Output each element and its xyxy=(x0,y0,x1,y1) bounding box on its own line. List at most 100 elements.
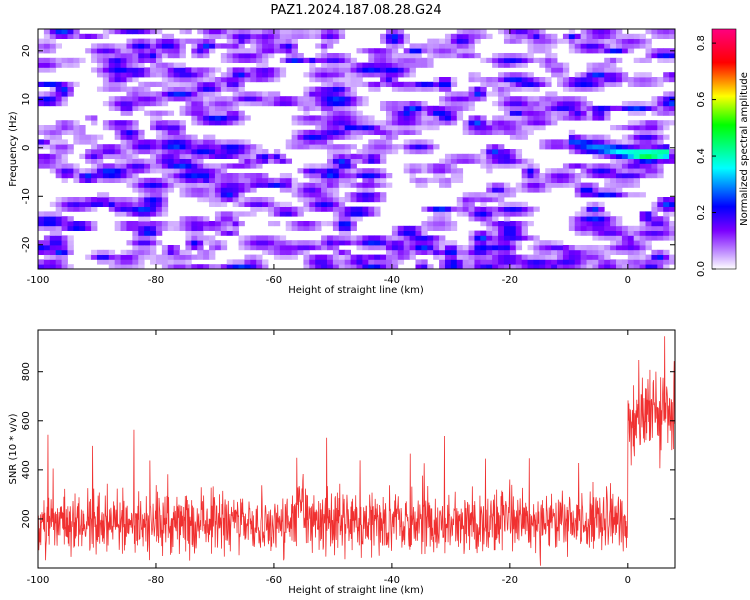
heatmap-cell xyxy=(568,38,576,44)
heatmap-cell xyxy=(79,168,86,174)
heatmap-cell xyxy=(350,125,357,131)
heatmap-cell xyxy=(592,67,599,73)
heatmap-cell xyxy=(557,249,564,255)
heatmap-cell xyxy=(421,81,428,87)
heatmap-cell xyxy=(321,192,328,198)
heatmap-cell xyxy=(568,254,576,260)
heatmap-cell xyxy=(114,86,121,92)
heatmap-cell xyxy=(167,259,175,265)
heatmap-cell xyxy=(503,240,511,246)
heatmap-cell xyxy=(604,177,611,183)
heatmap-cell xyxy=(167,43,175,49)
heatmap-cell xyxy=(179,129,186,135)
heatmap-cell xyxy=(356,235,363,241)
heatmap-cell xyxy=(161,225,169,231)
heatmap-cell xyxy=(73,125,80,131)
heatmap-cell xyxy=(291,240,298,246)
heatmap-cell xyxy=(321,182,328,188)
heatmap-cell xyxy=(138,240,145,246)
heatmap-cell xyxy=(657,139,664,145)
heatmap-cell xyxy=(244,149,251,155)
heatmap-cell xyxy=(238,120,245,126)
heatmap-cell xyxy=(161,38,169,44)
heatmap-cell xyxy=(179,105,186,111)
heatmap-cell xyxy=(209,115,216,121)
heatmap-cell xyxy=(315,67,322,73)
heatmap-cell xyxy=(627,245,635,251)
heatmap-cell xyxy=(321,57,328,63)
heatmap-cell xyxy=(315,206,322,212)
heatmap-cell xyxy=(362,264,369,269)
heatmap-cell xyxy=(492,101,499,107)
heatmap-cell xyxy=(374,158,381,164)
heatmap-cell xyxy=(238,115,245,121)
heatmap-cell xyxy=(515,134,523,140)
heatmap-cell xyxy=(498,72,505,78)
heatmap-cell xyxy=(238,235,245,241)
heatmap-cell xyxy=(197,139,204,145)
heatmap-cell xyxy=(303,163,310,169)
heatmap-cell xyxy=(185,105,192,111)
heatmap-cell xyxy=(179,53,186,59)
heatmap-cell xyxy=(533,105,540,111)
heatmap-cell xyxy=(403,249,410,255)
heatmap-cell xyxy=(586,211,593,217)
heatmap-cell xyxy=(374,259,381,265)
heatmap-cell xyxy=(108,149,116,155)
heatmap-cell xyxy=(250,48,257,54)
heatmap-cell xyxy=(79,177,86,183)
heatmap-cell xyxy=(356,67,363,73)
heatmap-cell xyxy=(480,254,487,260)
y-tick-label: 400 xyxy=(21,460,32,479)
heatmap-cell xyxy=(356,158,363,164)
heatmap-cell xyxy=(126,240,133,246)
heatmap-cell xyxy=(61,216,68,222)
heatmap-cell xyxy=(214,149,222,155)
heatmap-cell xyxy=(250,77,257,83)
heatmap-cell xyxy=(262,91,269,97)
heatmap-cell xyxy=(657,96,664,102)
heatmap-cell xyxy=(480,77,487,83)
heatmap-cell xyxy=(132,77,139,83)
heatmap-cell xyxy=(262,48,269,54)
heatmap-cell xyxy=(256,48,263,54)
heatmap-cell xyxy=(96,163,104,169)
heatmap-cell xyxy=(338,29,346,35)
heatmap-cell xyxy=(639,43,646,49)
heatmap-cell xyxy=(338,53,346,59)
heatmap-cell xyxy=(527,96,534,102)
heatmap-cell xyxy=(126,120,133,126)
heatmap-cell xyxy=(651,221,658,227)
heatmap-cell xyxy=(385,149,393,155)
heatmap-cell xyxy=(321,91,328,97)
heatmap-cell xyxy=(185,259,192,265)
heatmap-cell xyxy=(285,240,293,246)
heatmap-cell xyxy=(338,249,346,255)
heatmap-cell xyxy=(498,235,505,241)
heatmap-cell xyxy=(397,129,405,135)
heatmap-cell xyxy=(621,149,629,155)
heatmap-cell xyxy=(368,240,375,246)
heatmap-cell xyxy=(415,177,422,183)
heatmap-cell xyxy=(309,105,316,111)
heatmap-cell xyxy=(226,43,234,49)
heatmap-cell xyxy=(315,101,322,107)
heatmap-cell xyxy=(439,81,446,87)
heatmap-cell xyxy=(669,221,675,227)
heatmap-cell xyxy=(268,221,275,227)
heatmap-cell xyxy=(421,182,428,188)
heatmap-cell xyxy=(244,158,251,164)
heatmap-cell xyxy=(562,173,570,179)
heatmap-cell xyxy=(303,101,310,107)
heatmap-cell xyxy=(197,235,204,241)
heatmap-cell xyxy=(209,86,216,92)
heatmap-cell xyxy=(256,96,263,102)
heatmap-cell xyxy=(444,206,452,212)
heatmap-cell xyxy=(521,77,528,83)
heatmap-cell xyxy=(657,216,664,222)
heatmap-cell xyxy=(61,168,68,174)
heatmap-cell xyxy=(332,101,340,107)
heatmap-cell xyxy=(621,192,629,198)
heatmap-cell xyxy=(562,259,570,265)
heatmap-cell xyxy=(657,129,664,135)
